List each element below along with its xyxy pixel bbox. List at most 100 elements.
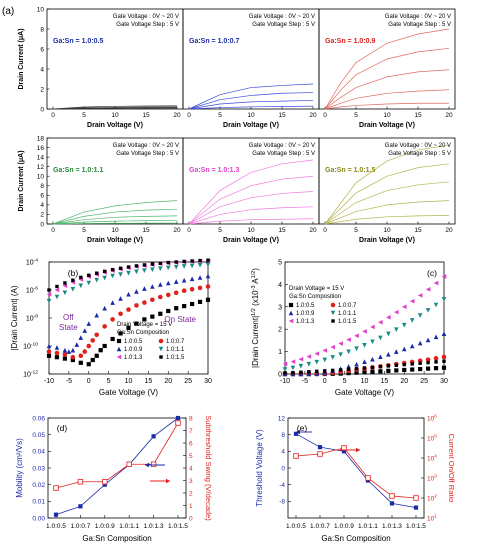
data-point	[62, 290, 68, 296]
series-line-0	[324, 215, 450, 225]
gate-step-annotation: Gate Voltage Step : 5 V	[388, 151, 451, 157]
data-point	[282, 361, 288, 367]
x-tick-label: 1.0:0.5	[46, 523, 66, 530]
data-point	[70, 354, 76, 360]
data-point	[346, 349, 351, 355]
data-point	[126, 291, 131, 297]
x-tick-label: 5	[343, 378, 347, 385]
data-point	[317, 451, 323, 457]
y-tick-label: 14	[37, 154, 45, 161]
x-tick-label: 10	[383, 112, 391, 119]
data-point	[417, 340, 423, 346]
data-point	[441, 365, 447, 370]
data-point	[182, 304, 187, 309]
data-point	[299, 370, 303, 374]
y2-tick-label: 6	[189, 440, 193, 447]
data-point	[338, 341, 343, 346]
x-tick-label: 0	[51, 112, 55, 119]
data-point	[166, 260, 170, 265]
data-point	[78, 283, 84, 289]
data-point	[362, 329, 367, 334]
legend-marker	[330, 302, 336, 308]
series-line-3	[188, 83, 314, 110]
y-tick-label: 8	[40, 183, 44, 190]
x-tick-label: -5	[302, 378, 308, 385]
legend-title: Drain Voltage = 15 V	[289, 286, 344, 292]
data-point	[175, 420, 181, 426]
data-point	[362, 359, 367, 364]
data-point	[78, 353, 84, 359]
legend-title: Drain Voltage = 15 V	[117, 322, 172, 328]
y2-tick-label: 0	[189, 515, 193, 522]
series-line-2	[188, 92, 314, 110]
y-tick-label: 0.06	[32, 415, 45, 422]
data-point	[54, 345, 60, 350]
data-point	[413, 505, 419, 510]
data-point	[181, 288, 187, 294]
gate-voltage-annotation: Gate Voltage : 0V ~ 20 V	[385, 14, 451, 20]
x-axis-label: Drain Voltage (V)	[359, 122, 415, 129]
right-axis-arrowhead	[356, 447, 360, 453]
data-point	[323, 369, 327, 373]
data-point	[134, 303, 139, 308]
data-point	[402, 362, 406, 367]
x-tick-label: 1.0:1.3	[144, 523, 164, 530]
series-line-1	[188, 100, 314, 110]
right-axis-arrowhead	[166, 478, 170, 484]
data-point	[173, 279, 179, 284]
x-tick-label: 20	[164, 378, 172, 385]
series-2	[46, 273, 211, 354]
x-tick-label: -10	[44, 378, 54, 385]
data-point	[102, 479, 108, 485]
data-point	[314, 371, 320, 376]
data-point	[293, 431, 299, 436]
data-point	[401, 346, 407, 352]
y-tick-label: 2	[40, 86, 44, 93]
data-point	[166, 308, 171, 314]
data-point	[94, 332, 99, 338]
y-tick-label: 6	[40, 46, 44, 53]
x-tick-label: 15	[278, 227, 286, 234]
data-point	[205, 262, 211, 268]
legend-marker	[158, 338, 164, 344]
gate-step-annotation: Gate Voltage Step : 5 V	[116, 151, 179, 157]
data-point	[78, 335, 84, 340]
x-tick-label: 5	[218, 227, 222, 234]
y-tick-label: 0.00	[32, 515, 45, 522]
data-point	[118, 272, 123, 277]
series-line-2	[188, 191, 314, 225]
composition-label: Ga:Sn = 1.0:1.5	[325, 167, 375, 174]
y-tick-label: 2	[278, 327, 282, 334]
data-point	[90, 357, 95, 363]
series-line-0	[188, 105, 314, 110]
x-tick-label: 15	[142, 112, 150, 119]
data-point	[386, 364, 391, 368]
series-line-1	[295, 447, 417, 499]
data-point	[74, 342, 80, 347]
data-point	[142, 263, 147, 267]
data-point	[307, 370, 311, 374]
legend-label: 1.0:1.1	[166, 347, 185, 353]
data-point	[433, 280, 439, 286]
x-tick-label: 15	[144, 378, 152, 385]
y2-tick-label: 3	[189, 478, 193, 485]
data-point	[110, 317, 115, 322]
data-point	[370, 339, 375, 345]
data-point	[354, 370, 359, 375]
series-line-4	[324, 28, 450, 110]
x-tick-label: 5	[354, 112, 358, 119]
data-point	[389, 493, 395, 499]
y2-tick-label: 4	[189, 465, 193, 472]
x-tick-label: 15	[380, 378, 388, 385]
series-line-1	[52, 107, 178, 110]
panel-label: (e)	[297, 423, 308, 433]
data-point	[346, 337, 351, 343]
y-tick-label: 10-12	[23, 369, 38, 378]
composition-label: Ga:Sn = 1.0:1.3	[189, 167, 239, 174]
data-point	[425, 357, 431, 362]
data-point	[441, 354, 447, 360]
y-tick-label: 3	[278, 304, 282, 311]
data-point	[78, 360, 83, 365]
legend-marker	[159, 355, 163, 359]
data-point	[198, 258, 202, 263]
